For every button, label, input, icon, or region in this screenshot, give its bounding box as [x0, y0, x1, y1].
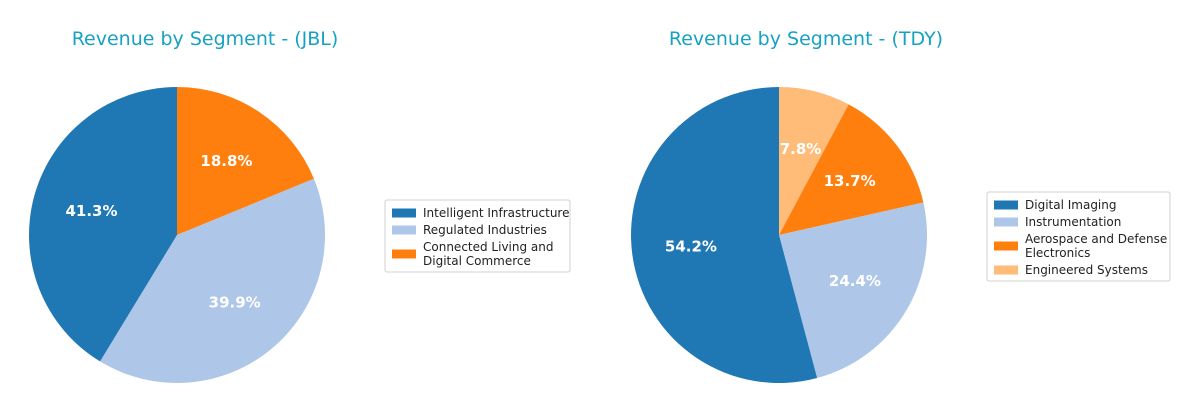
pie-label-tdy-aerospace-and-defense-electronics: 13.7%	[824, 172, 876, 190]
legend-label: Instrumentation	[1025, 215, 1121, 229]
pie-chart-jbl: Revenue by Segment - (JBL) 18.8% 39.9% 41.…	[29, 28, 571, 383]
legend-label-line: Connected Living and	[423, 240, 554, 254]
legend-label-line: Instrumentation	[1025, 215, 1121, 229]
pie-labels-tdy: 7.8%13.7% 24.4% 54.2%	[665, 140, 881, 290]
legend-label: Regulated Industries	[423, 223, 547, 237]
pie-label-jbl-intelligent-infrastructure: 41.3%	[65, 202, 117, 220]
pie-slices-tdy	[631, 87, 927, 383]
pie-slice-tdy-engineered-systems	[779, 87, 849, 235]
legend-label-line: Intelligent Infrastructure	[423, 206, 569, 220]
pie-slice-tdy-aerospace-and-defense-electronics	[779, 104, 924, 235]
pie-chart-tdy: Revenue by Segment - (TDY) 7.8%13.7% 24.4…	[631, 28, 1171, 383]
legend-label: Intelligent Infrastructure	[423, 206, 569, 220]
legend-entry-tdy-engineered-systems: Engineered Systems	[994, 263, 1148, 277]
pie-label-jbl-regulated-industries: 39.9%	[209, 294, 261, 312]
legend-swatch	[392, 208, 416, 218]
legend-swatch	[994, 265, 1018, 275]
pie-label-jbl-connected-living-and-digital-commerce: 18.8%	[200, 152, 252, 170]
pie-labels-jbl: 18.8% 39.9% 41.3%	[65, 152, 260, 311]
pie-slice-tdy-digital-imaging	[631, 87, 818, 383]
legend-entry-jbl-intelligent-infrastructure: Intelligent Infrastructure	[392, 206, 569, 220]
legend-swatch	[392, 249, 416, 259]
legend-label-line: Engineered Systems	[1025, 263, 1148, 277]
pie-slice-jbl-connected-living-and-digital-commerce	[177, 87, 314, 235]
legend-swatch	[994, 217, 1018, 227]
pie-label-tdy-digital-imaging: 54.2%	[665, 238, 717, 256]
chart-title-tdy: Revenue by Segment - (TDY)	[669, 28, 943, 50]
legend-entry-tdy-aerospace-and-defense-electronics: Aerospace and Defense Electronics	[994, 232, 1167, 260]
legend-jbl: Intelligent Infrastructure Regulated Indu…	[384, 199, 571, 273]
legend-entry-jbl-regulated-industries: Regulated Industries	[392, 223, 547, 237]
pie-label-tdy-engineered-systems: 7.8%	[780, 140, 822, 158]
pie-slice-tdy-instrumentation	[779, 202, 927, 379]
legend-label-line: Regulated Industries	[423, 223, 547, 237]
legend-label-line: Digital Imaging	[1025, 198, 1117, 212]
legend-label: Connected Living and Digital Commerce	[423, 240, 554, 268]
legend-frame-tdy	[986, 191, 1171, 282]
pie-slice-jbl-regulated-industries	[100, 178, 325, 383]
pie-slices-jbl	[29, 87, 325, 383]
legend-frame-jbl	[384, 199, 571, 273]
legend-swatch	[392, 225, 416, 235]
legend-tdy: Digital Imaging Instrumentation Aerospace …	[986, 191, 1171, 282]
legend-label: Engineered Systems	[1025, 263, 1148, 277]
legend-swatch	[994, 200, 1018, 210]
legend-label-line: Aerospace and Defense	[1025, 232, 1167, 246]
legend-entry-tdy-digital-imaging: Digital Imaging	[994, 198, 1117, 212]
legend-label-line: Digital Commerce	[423, 254, 531, 268]
legend-label-line: Electronics	[1025, 246, 1090, 260]
pie-label-tdy-instrumentation: 24.4%	[829, 272, 881, 290]
pie-slice-jbl-intelligent-infrastructure	[29, 87, 177, 362]
chart-title-jbl: Revenue by Segment - (JBL)	[72, 28, 339, 50]
legend-entry-jbl-connected-living-and-digital-commerce: Connected Living and Digital Commerce	[392, 240, 554, 268]
legend-label: Digital Imaging	[1025, 198, 1117, 212]
legend-entry-tdy-instrumentation: Instrumentation	[994, 215, 1121, 229]
legend-swatch	[994, 241, 1018, 251]
legend-label: Aerospace and Defense Electronics	[1025, 232, 1167, 260]
